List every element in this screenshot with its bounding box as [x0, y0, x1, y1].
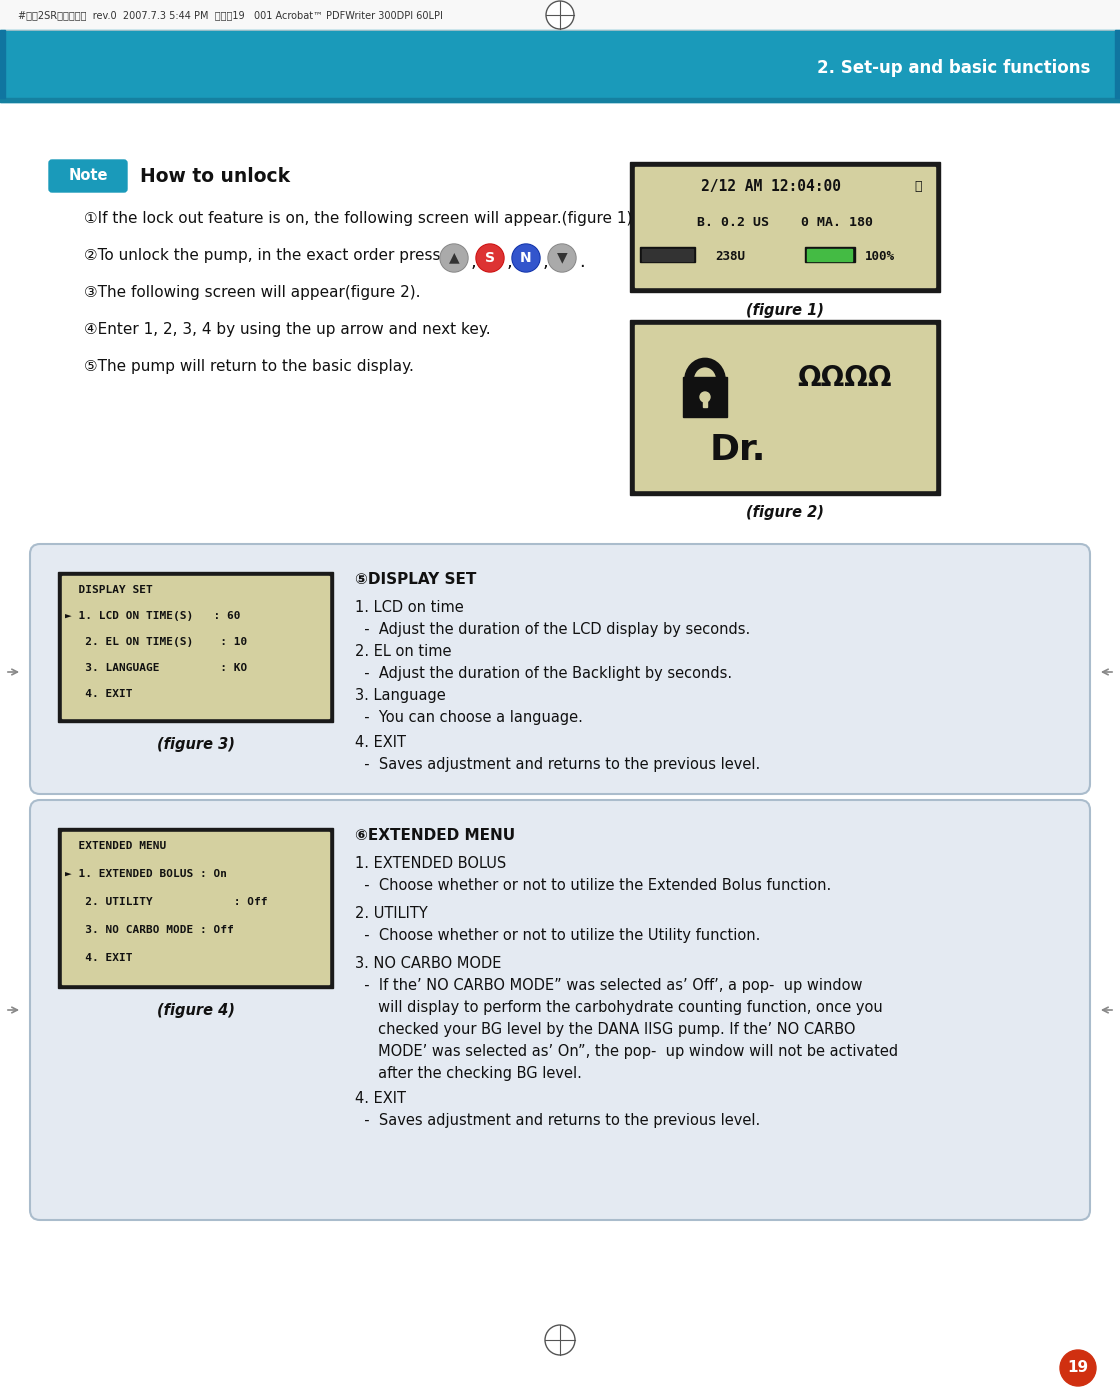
Text: 🔒: 🔒	[914, 180, 922, 193]
Text: -  You can choose a language.: - You can choose a language.	[355, 710, 582, 726]
Bar	[808, 249, 852, 261]
Circle shape	[547, 1, 573, 29]
Bar	[805, 247, 855, 261]
Text: ①If the lock out feature is on, the following screen will appear.(figure 1): ①If the lock out feature is on, the foll…	[84, 211, 633, 226]
Text: -  Saves adjustment and returns to the previous level.: - Saves adjustment and returns to the pr…	[355, 756, 760, 772]
Text: 100%: 100%	[865, 250, 895, 263]
Bar	[62, 576, 329, 719]
Text: 4. EXIT: 4. EXIT	[65, 689, 132, 699]
Text: (figure 2): (figure 2)	[746, 506, 824, 520]
FancyBboxPatch shape	[49, 159, 127, 192]
Text: 2. UTILITY: 2. UTILITY	[355, 906, 428, 921]
Text: .: .	[579, 253, 585, 271]
Text: 4. EXIT: 4. EXIT	[65, 953, 132, 963]
Bar	[635, 166, 935, 287]
Text: ΩΩΩΩ: ΩΩΩΩ	[797, 363, 893, 391]
Text: 3. NO CARBO MODE: 3. NO CARBO MODE	[355, 956, 502, 972]
Text: 19: 19	[1067, 1360, 1089, 1376]
Circle shape	[512, 245, 540, 273]
Text: 2. EL on time: 2. EL on time	[355, 644, 451, 658]
Circle shape	[513, 245, 539, 271]
Circle shape	[548, 245, 576, 273]
Bar	[58, 572, 333, 721]
Text: ▼: ▼	[557, 250, 568, 264]
Text: (figure 1): (figure 1)	[746, 302, 824, 317]
Text: Note: Note	[68, 169, 108, 183]
Bar	[1116, 29, 1120, 98]
Text: ► 1. LCD ON TIME(S)   : 60: ► 1. LCD ON TIME(S) : 60	[65, 611, 241, 621]
Bar	[0, 98, 1120, 102]
Text: 3. NO CARBO MODE : Off: 3. NO CARBO MODE : Off	[65, 925, 234, 935]
Bar	[0, 29, 1120, 102]
Bar	[642, 249, 693, 261]
Circle shape	[1060, 1350, 1096, 1385]
Bar	[62, 832, 329, 984]
Text: (figure 3): (figure 3)	[157, 737, 234, 752]
Text: #다나2SR영문메뉴얼  rev.0  2007.7.3 5:44 PM  페이지19   001 Acrobat™ PDFWriter 300DPI 60LP: #다나2SR영문메뉴얼 rev.0 2007.7.3 5:44 PM 페이지19…	[18, 10, 442, 20]
Text: 2/12 AM 12:04:00: 2/12 AM 12:04:00	[701, 179, 849, 194]
Text: 4. EXIT: 4. EXIT	[355, 735, 405, 749]
FancyBboxPatch shape	[30, 800, 1090, 1220]
Text: S: S	[485, 252, 495, 266]
Bar	[635, 324, 935, 491]
Text: (figure 4): (figure 4)	[157, 1002, 234, 1018]
Bar	[58, 828, 333, 988]
Text: -  Saves adjustment and returns to the previous level.: - Saves adjustment and returns to the pr…	[355, 1113, 760, 1128]
Text: 4. EXIT: 4. EXIT	[355, 1090, 405, 1106]
Text: ③The following screen will appear(figure 2).: ③The following screen will appear(figure…	[84, 285, 420, 301]
Text: N: N	[520, 252, 532, 266]
Text: ⑤DISPLAY SET: ⑤DISPLAY SET	[355, 572, 476, 587]
Text: 1. LCD on time: 1. LCD on time	[355, 600, 464, 615]
Text: ,: ,	[472, 253, 477, 271]
Circle shape	[700, 391, 710, 403]
Text: ⑤The pump will return to the basic display.: ⑤The pump will return to the basic displ…	[84, 359, 414, 375]
Circle shape	[441, 245, 467, 271]
Bar	[640, 247, 696, 261]
Text: ④Enter 1, 2, 3, 4 by using the up arrow and next key.: ④Enter 1, 2, 3, 4 by using the up arrow …	[84, 322, 491, 337]
Text: 3. LANGUAGE         : KO: 3. LANGUAGE : KO	[65, 663, 248, 672]
Circle shape	[545, 1325, 575, 1355]
Text: -  Choose whether or not to utilize the Utility function.: - Choose whether or not to utilize the U…	[355, 928, 760, 944]
Text: -  If the’ NO CARBO MODE” was selected as’ Off’, a pop-  up window: - If the’ NO CARBO MODE” was selected as…	[355, 979, 862, 993]
Bar	[683, 377, 727, 417]
Bar	[0, 29, 4, 98]
Circle shape	[477, 245, 503, 271]
Circle shape	[476, 245, 504, 273]
Text: -  Adjust the duration of the LCD display by seconds.: - Adjust the duration of the LCD display…	[355, 622, 750, 637]
Text: ,: ,	[507, 253, 513, 271]
Text: will display to perform the carbohydrate counting function, once you: will display to perform the carbohydrate…	[355, 1000, 883, 1015]
Text: ,: ,	[543, 253, 549, 271]
Text: 2. EL ON TIME(S)    : 10: 2. EL ON TIME(S) : 10	[65, 637, 248, 647]
Text: 238U: 238U	[715, 250, 745, 263]
Circle shape	[549, 245, 575, 271]
Text: ②To unlock the pump, in the exact order press: ②To unlock the pump, in the exact order …	[84, 247, 440, 263]
Bar	[629, 162, 940, 292]
Bar	[0, 0, 1120, 29]
Bar	[629, 320, 940, 495]
Text: ▲: ▲	[449, 250, 459, 264]
Text: after the checking BG level.: after the checking BG level.	[355, 1067, 582, 1081]
FancyBboxPatch shape	[30, 544, 1090, 794]
Text: ⑥EXTENDED MENU: ⑥EXTENDED MENU	[355, 828, 515, 843]
Text: ► 1. EXTENDED BOLUS : On: ► 1. EXTENDED BOLUS : On	[65, 870, 227, 879]
Text: -  Adjust the duration of the Backlight by seconds.: - Adjust the duration of the Backlight b…	[355, 665, 732, 681]
Text: 2. Set-up and basic functions: 2. Set-up and basic functions	[816, 59, 1090, 77]
Text: DISPLAY SET: DISPLAY SET	[65, 584, 152, 596]
Text: 1. EXTENDED BOLUS: 1. EXTENDED BOLUS	[355, 856, 506, 871]
Text: 3. Language: 3. Language	[355, 688, 446, 703]
Circle shape	[440, 245, 468, 273]
Text: checked your BG level by the DANA IISG pump. If the’ NO CARBO: checked your BG level by the DANA IISG p…	[355, 1022, 856, 1037]
Bar	[703, 397, 707, 407]
Text: EXTENDED MENU: EXTENDED MENU	[65, 842, 166, 851]
Text: MODE’ was selected as’ On”, the pop-  up window will not be activated: MODE’ was selected as’ On”, the pop- up …	[355, 1044, 898, 1060]
Text: 2. UTILITY            : Off: 2. UTILITY : Off	[65, 898, 268, 907]
Text: B. 0.2 US    0 MA. 180: B. 0.2 US 0 MA. 180	[697, 215, 872, 228]
Text: -  Choose whether or not to utilize the Extended Bolus function.: - Choose whether or not to utilize the E…	[355, 878, 831, 893]
Text: How to unlock: How to unlock	[140, 166, 290, 186]
Text: Dr.: Dr.	[710, 433, 766, 467]
